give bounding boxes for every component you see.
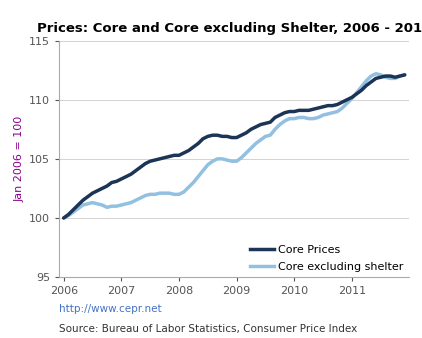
Y-axis label: Jan 2006 = 100: Jan 2006 = 100: [15, 116, 25, 202]
Text: Source: Bureau of Labor Statistics, Consumer Price Index: Source: Bureau of Labor Statistics, Cons…: [59, 324, 357, 335]
Legend: Core Prices, Core excluding shelter: Core Prices, Core excluding shelter: [249, 245, 404, 272]
Title: Prices: Core and Core excluding Shelter, 2006 - 2011: Prices: Core and Core excluding Shelter,…: [37, 22, 422, 35]
Text: http://www.cepr.net: http://www.cepr.net: [59, 304, 162, 314]
